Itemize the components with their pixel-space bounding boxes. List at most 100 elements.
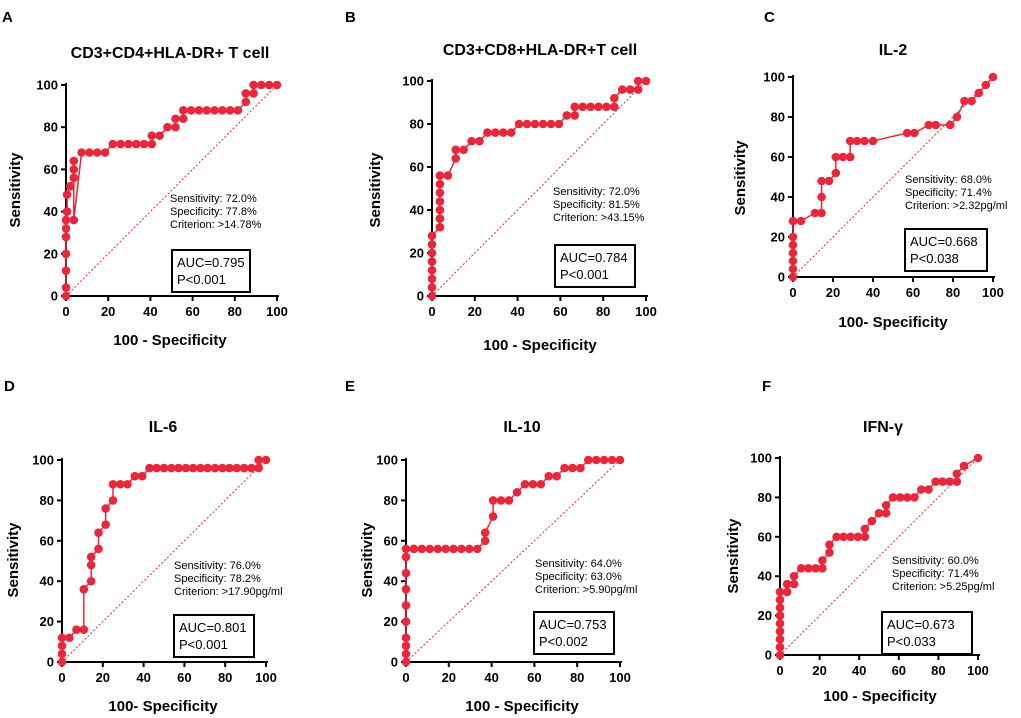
roc-point [116, 479, 125, 489]
x-axis-label: 100 - Specificity [483, 337, 597, 354]
x-tick-label: 40 [484, 670, 498, 685]
x-tick-label: 100 [255, 670, 277, 685]
roc-point [825, 548, 834, 557]
roc-point [427, 240, 437, 249]
roc-point [69, 156, 79, 166]
roc-point [789, 571, 799, 581]
roc-point [895, 493, 905, 502]
auc-box [881, 611, 973, 655]
roc-point [203, 463, 212, 473]
roc-point [435, 179, 445, 189]
roc-point [586, 102, 595, 112]
auc-box [533, 611, 615, 655]
roc-point [85, 148, 94, 157]
roc-point [796, 564, 806, 573]
roc-point [225, 463, 234, 473]
roc-point [480, 536, 490, 546]
specificity-text: Specificity: 71.4% [892, 568, 979, 580]
x-tick-label: 80 [596, 304, 610, 319]
x-tick-label: 100 [967, 663, 989, 678]
y-tick-label: 20 [771, 230, 785, 245]
roc-point [810, 208, 820, 218]
p-value: P<0.033 [887, 634, 936, 649]
roc-point [435, 171, 445, 180]
roc-point [159, 463, 169, 473]
auc-box [554, 244, 636, 288]
roc-point [401, 544, 411, 554]
roc-point [57, 641, 67, 651]
roc-point [241, 89, 251, 98]
x-axis-label: 100 - Specificity [113, 332, 227, 349]
roc-point [218, 106, 227, 115]
criterion-text: Criterion: >5.90pg/ml [535, 584, 637, 596]
roc-point [449, 544, 458, 554]
roc-point [838, 152, 848, 162]
roc-point [967, 96, 976, 106]
roc-point [94, 544, 103, 554]
roc-point [775, 587, 785, 597]
roc-point [560, 463, 569, 473]
y-tick-label: 100 [36, 78, 58, 93]
roc-point [61, 249, 71, 259]
roc-point [860, 136, 869, 146]
y-axis-label: Sensitivity [5, 522, 22, 598]
roc-point [77, 148, 86, 157]
specificity-text: Specificity: 81.5% [553, 199, 640, 211]
roc-point [578, 102, 587, 112]
y-tick-label: 0 [765, 648, 772, 663]
roc-point [952, 477, 962, 486]
roc-point [775, 603, 785, 613]
roc-point [249, 80, 258, 90]
x-axis-label: 100 - Specificity [465, 698, 579, 715]
roc-panel-f: F IFN-γ 0 20 40 60 80 100 0 20 40 60 80 100 Sensitivit… [725, 378, 994, 705]
x-tick-label: 0 [789, 285, 796, 300]
roc-point [181, 463, 191, 473]
roc-point [163, 122, 172, 132]
y-tick-label: 40 [758, 569, 772, 584]
auc-value: AUC=0.668 [910, 234, 978, 249]
chart-title: IL-6 [149, 419, 178, 436]
y-tick-label: 20 [40, 614, 54, 629]
roc-point [65, 633, 74, 643]
sensitivity-text: Sensitivity: 76.0% [174, 560, 261, 572]
roc-point [179, 106, 188, 115]
roc-point [409, 544, 419, 554]
roc-point [94, 528, 103, 538]
p-value: P<0.001 [177, 272, 226, 287]
sensitivity-text: Sensitivity: 72.0% [170, 193, 257, 205]
x-tick-label: 20 [812, 663, 826, 678]
p-value: P<0.002 [539, 634, 588, 649]
criterion-text: Criterion: >17.90pg/ml [174, 586, 283, 598]
auc-value: AUC=0.795 [177, 255, 245, 270]
chart-title: IFN-γ [863, 419, 903, 436]
roc-point [124, 139, 133, 149]
roc-point [171, 122, 180, 132]
roc-point [196, 463, 205, 473]
roc-point [225, 106, 235, 115]
y-tick-label: 20 [384, 614, 398, 629]
roc-point [959, 461, 969, 471]
roc-point [775, 611, 785, 620]
roc-point [615, 455, 625, 465]
roc-point [465, 544, 474, 554]
specificity-text: Specificity: 77.8% [170, 206, 257, 218]
roc-point [202, 106, 212, 115]
y-tick-label: 0 [391, 655, 398, 670]
roc-point [804, 564, 813, 573]
roc-point [546, 119, 556, 129]
y-tick-label: 60 [410, 160, 424, 175]
y-tick-label: 100 [376, 453, 398, 468]
auc-value: AUC=0.784 [560, 250, 628, 265]
criterion-text: Criterion: >14.78% [170, 219, 262, 231]
roc-point [61, 215, 71, 225]
x-tick-label: 60 [177, 670, 191, 685]
roc-point [116, 139, 125, 149]
roc-point [775, 627, 785, 636]
x-tick-label: 40 [866, 285, 880, 300]
roc-point [467, 136, 476, 146]
roc-point [441, 544, 450, 554]
roc-point [179, 114, 188, 124]
x-tick-label: 20 [442, 670, 456, 685]
panel-letter: D [4, 378, 15, 395]
roc-point [61, 266, 71, 275]
